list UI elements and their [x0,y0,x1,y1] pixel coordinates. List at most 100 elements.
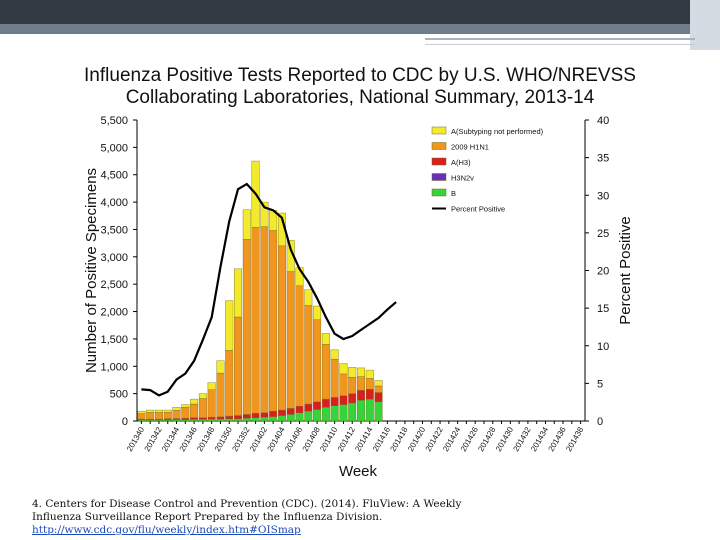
bar-segment [304,289,313,306]
chart-title-line1: Influenza Positive Tests Reported to CDC… [84,65,636,86]
legend-swatch [431,157,447,166]
bar-segment [242,418,251,422]
y2-tick-label: 15 [597,303,609,315]
bar-segment [304,410,313,422]
bar-segment [374,385,383,393]
bar-segment [339,373,348,397]
legend-swatch [431,142,447,150]
bar-segment [348,402,357,422]
y2-tick-label: 5 [597,378,603,390]
citation-link[interactable]: http://www.cdc.gov/flu/weekly/index.htm#… [32,524,301,536]
bar-segment [172,407,181,411]
y2-tick-label: 25 [597,228,609,240]
bar-segment [321,344,330,400]
bar-segment [260,201,269,227]
y-tick-label: 5,500 [100,115,128,127]
bar-segment [330,405,339,422]
bar-segment [269,410,278,417]
chart-title-line2: Collaborating Laboratories, National Sum… [125,87,595,108]
bar-segment [198,393,207,399]
bar-segment [277,415,286,422]
bar-segment [295,412,304,422]
y-tick-label: 2,500 [100,279,128,291]
header-accent-stripe [0,24,720,34]
bar-segment [251,417,260,422]
bar-segment [339,395,348,405]
bar-segment [321,407,330,422]
x-tick-label: 201438 [564,425,585,453]
bar-segment [154,412,163,420]
bar-segment [357,367,365,377]
bar-segment [181,407,190,419]
bar-segment [374,392,383,403]
bar-segment [357,376,365,391]
percent-positive-line [141,182,397,397]
bar-segment [225,415,234,420]
bar-segment [190,417,199,420]
bar-segment [348,393,357,404]
y-tick-label: 1,500 [100,334,128,346]
bar-segment [286,271,295,409]
bar-segment [137,410,146,414]
bar-segment [190,419,199,422]
bar-segment [207,389,216,418]
header-rule-thin [425,44,695,45]
bar-segment [172,410,181,419]
y-tick-label: 500 [110,389,128,401]
legend-label: H3N2v [451,174,474,183]
y2-tick-label: 40 [597,115,609,127]
bar-segment [242,414,251,419]
legend-label: Percent Positive [451,205,505,214]
y2-tick-label: 35 [597,153,609,165]
citation-text: 4. Centers for Disease Control and Preve… [32,498,462,523]
bar-segment [339,363,348,375]
bar-segment [260,416,269,422]
y-tick-label: 4,500 [100,170,128,182]
bar-segment [374,380,383,387]
y-tick-label: 3,500 [100,224,128,236]
bar-segment [137,413,146,420]
bar-segment [181,404,190,408]
y2-axis-label: Percent Positive [617,216,634,324]
bar-segment [216,418,225,422]
bar-segment [146,412,155,420]
bar-segment [251,227,260,414]
bar-segment [313,319,322,403]
bar-segment [225,300,234,351]
bar-segment [313,401,322,410]
bar-segment [260,412,269,418]
bar-segment [154,409,163,413]
bar-segment [225,350,234,417]
bar-segment [216,416,225,420]
y2-tick-label: 20 [597,266,609,278]
header-band [0,0,720,24]
legend-label: A(Subtyping not performed) [451,127,544,136]
legend-swatch [431,188,447,197]
bar-segment [295,406,304,413]
bar-segment [277,245,286,411]
bar-segment [295,285,304,407]
bar-segment [225,418,234,422]
bar-segment [269,230,278,412]
bar-segment [357,400,365,422]
legend-label: 2009 H1N1 [451,143,489,152]
y2-tick-label: 30 [597,190,609,202]
bar-segment [313,305,322,320]
bar-segment [242,209,251,240]
bar-segment [190,398,199,405]
legend-label: B [451,189,456,198]
bar-segment [163,412,172,420]
y-axis-label: Number of Positive Specimens [83,168,100,373]
citation-footer: 4. Centers for Disease Control and Preve… [32,498,462,537]
y-tick-label: 0 [122,416,128,428]
bar-segment [330,397,339,406]
y2-tick-label: 0 [597,416,603,428]
bar-segment [207,382,216,391]
chart-title: Influenza Positive Tests Reported to CDC… [60,65,660,109]
bar-segment [339,404,348,422]
bar-segment [234,415,242,420]
bar-segment [374,401,383,422]
bar-segment [348,367,357,378]
y2-tick-label: 10 [597,341,609,353]
bar-segment [321,398,330,408]
